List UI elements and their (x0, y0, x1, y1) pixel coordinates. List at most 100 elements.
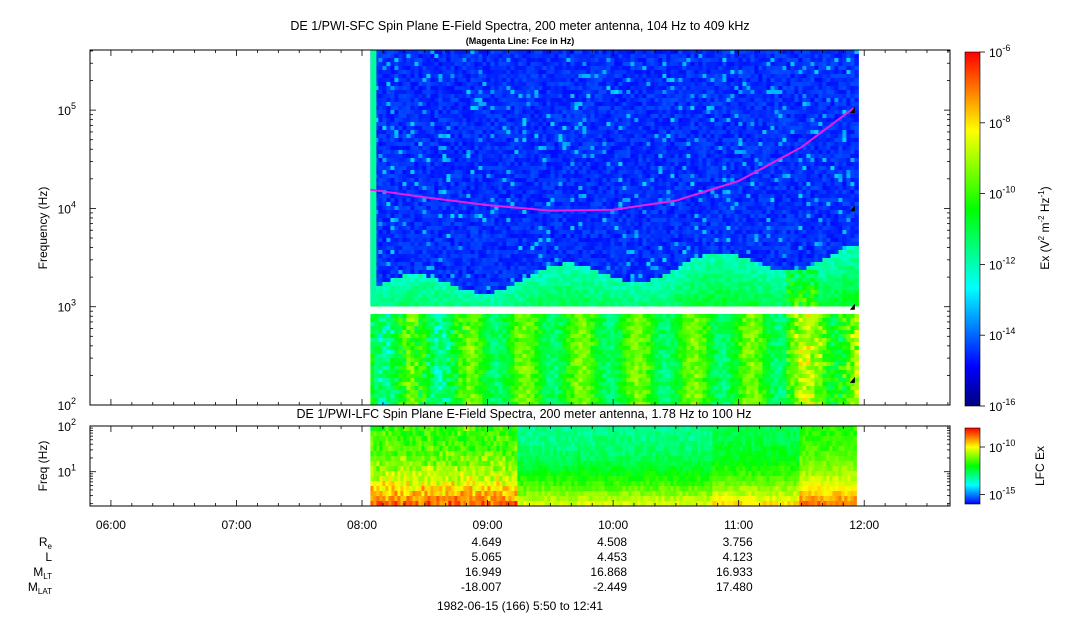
spectrogram-cell (370, 390, 375, 395)
spectrogram-cell (530, 190, 535, 195)
spectrogram-cell (386, 106, 391, 111)
spectrogram-cell (522, 226, 527, 231)
spectrogram-cell (450, 70, 455, 75)
spectrogram-cell (546, 286, 551, 291)
spectrogram-cell (490, 98, 495, 103)
spectrogram-cell (454, 118, 459, 123)
spectrogram-cell (558, 322, 563, 327)
spectrogram-cell (538, 234, 543, 239)
spectrogram-cell (398, 198, 403, 203)
spectrogram-cell (386, 226, 391, 231)
spectrogram-cell (490, 318, 495, 323)
spectrogram-cell (374, 162, 379, 167)
spectrogram-cell (378, 346, 383, 351)
spectrogram-cell (598, 150, 603, 155)
spectrogram-cell (506, 162, 511, 167)
spectrogram-cell (454, 90, 459, 95)
spectrogram-cell (474, 370, 479, 375)
spectrogram-cell (430, 270, 435, 275)
spectrogram-cell (526, 350, 531, 355)
spectrogram-cell (502, 226, 507, 231)
spectrogram-cell (510, 262, 515, 267)
spectrogram-cell (382, 114, 387, 119)
spectrogram-cell (418, 190, 423, 195)
spectrogram-cell (430, 186, 435, 191)
spectrogram-cell (574, 378, 579, 383)
spectrogram-cell (418, 382, 423, 387)
spectrogram-cell (454, 318, 459, 323)
spectrogram-cell (446, 130, 451, 135)
spectrogram-cell (538, 366, 543, 371)
spectrogram-cell (394, 222, 399, 227)
spectrogram-cell (542, 342, 547, 347)
spectrogram-cell (370, 374, 375, 379)
spectrogram-cell (426, 194, 431, 199)
spectrogram-cell (550, 298, 555, 303)
spectrogram-cell (378, 282, 383, 287)
spectrogram-cell (546, 226, 551, 231)
spectrogram-cell (394, 102, 399, 107)
spectrogram-cell (538, 262, 543, 267)
spectrogram-cell (414, 302, 419, 307)
spectrogram-cell (474, 206, 479, 211)
spectrogram-cell (470, 66, 475, 71)
spectrogram-cell (510, 282, 515, 287)
spectrogram-cell (402, 278, 407, 283)
spectrogram-cell (494, 150, 499, 155)
spectrogram-cell (498, 82, 503, 87)
spectrogram-cell (450, 402, 455, 405)
spectrogram-cell (470, 334, 475, 339)
spectrogram-cell (570, 182, 575, 187)
spectrogram-cell (510, 122, 515, 127)
spectrogram-cell (542, 166, 547, 171)
spectrogram-cell (566, 386, 571, 391)
spectrogram-cell (426, 146, 431, 151)
spectrogram-cell (374, 290, 379, 295)
spectrogram-cell (386, 110, 391, 115)
spectrogram-cell (426, 70, 431, 75)
spectrogram-cell (382, 266, 387, 271)
spectrogram-cell (594, 254, 599, 259)
spectrogram-cell (562, 374, 567, 379)
spectrogram-cell (470, 238, 475, 243)
spectrogram-cell (522, 122, 527, 127)
spectrogram-cell (582, 62, 587, 67)
spectrogram-cell (386, 162, 391, 167)
spectrogram-cell (450, 374, 455, 379)
spectrogram-cell (406, 90, 411, 95)
spectrogram-cell (570, 334, 575, 339)
spectrogram-cell (410, 126, 415, 131)
spectrogram-cell (374, 326, 379, 331)
spectrogram-cell (562, 266, 567, 271)
spectrogram-cell (522, 190, 527, 195)
spectrogram-cell (526, 282, 531, 287)
spectrogram-cell (562, 346, 567, 351)
spectrogram-cell (522, 382, 527, 387)
spectrogram-cell (558, 86, 563, 91)
spectrogram-cell (554, 234, 559, 239)
spectrogram-cell (430, 102, 435, 107)
spectrogram-cell (458, 270, 463, 275)
spectrogram-cell (478, 326, 483, 331)
spectrogram-cell (498, 334, 503, 339)
spectrogram-cell (522, 266, 527, 271)
spectrogram-cell (454, 354, 459, 359)
spectrogram-cell (446, 50, 451, 55)
spectrogram-cell (510, 142, 515, 147)
spectrogram-cell (538, 62, 543, 67)
spectrogram-cell (454, 206, 459, 211)
spectrogram-cell (586, 346, 591, 351)
spectrogram-cell (578, 106, 583, 111)
spectrogram-cell (594, 66, 599, 71)
spectrogram-cell (410, 230, 415, 235)
spectrogram-cell (494, 78, 499, 83)
spectrogram-cell (498, 186, 503, 191)
spectrogram-cell (506, 70, 511, 75)
spectrogram-cell (438, 258, 443, 263)
spectrogram-cell (570, 170, 575, 175)
spectrogram-cell (526, 174, 531, 179)
spectrogram-cell (418, 346, 423, 351)
spectrogram-cell (426, 234, 431, 239)
spectrogram-cell (534, 126, 539, 131)
spectrogram-cell (474, 82, 479, 87)
